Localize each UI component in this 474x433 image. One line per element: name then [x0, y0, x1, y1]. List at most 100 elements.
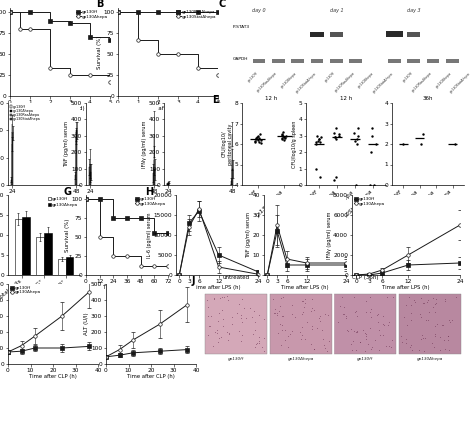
Point — [330, 129, 338, 136]
Point — [354, 132, 362, 139]
Bar — [349, 59, 362, 62]
Point — [278, 136, 286, 142]
Text: gp130StatΔhepa: gp130StatΔhepa — [449, 71, 472, 94]
Point — [452, 294, 459, 301]
Bar — [386, 31, 403, 38]
Point — [289, 327, 296, 334]
Point — [420, 300, 428, 307]
Point — [342, 312, 350, 319]
Legend: gp130ff, gp130Δhepa: gp130ff, gp130Δhepa — [354, 197, 385, 206]
Point — [431, 301, 439, 308]
Point — [207, 313, 215, 320]
Point — [251, 139, 259, 145]
Point — [270, 295, 277, 302]
X-axis label: Time after LPS (h): Time after LPS (h) — [382, 285, 430, 290]
Point — [351, 129, 358, 136]
Point — [339, 311, 347, 318]
Point — [438, 321, 445, 328]
Point — [286, 330, 293, 337]
Point — [382, 343, 389, 349]
Point — [424, 298, 431, 305]
Text: gp130Δhepa: gp130Δhepa — [288, 357, 314, 361]
Point — [233, 310, 240, 317]
Point — [440, 336, 447, 343]
Text: gp130ff: gp130ff — [357, 357, 374, 361]
Point — [352, 346, 359, 353]
Point — [237, 312, 245, 319]
Point — [335, 132, 343, 139]
Point — [402, 340, 410, 347]
Point — [237, 314, 245, 321]
Point — [257, 136, 264, 143]
Point — [307, 340, 315, 347]
Point — [238, 318, 246, 325]
Point — [205, 331, 212, 338]
Point — [432, 299, 439, 306]
Point — [356, 339, 363, 346]
Point — [366, 294, 374, 301]
Point — [298, 332, 306, 339]
Point — [425, 308, 433, 315]
Point — [419, 299, 427, 306]
Point — [237, 337, 245, 344]
Point — [256, 130, 264, 137]
Point — [388, 336, 396, 343]
Point — [379, 331, 387, 338]
Point — [353, 328, 360, 335]
Point — [436, 334, 444, 341]
Point — [351, 137, 358, 144]
Bar — [272, 59, 284, 62]
Point — [214, 339, 222, 346]
Point — [278, 131, 286, 138]
Y-axis label: IFNγ (pg/ml) serum: IFNγ (pg/ml) serum — [143, 120, 147, 168]
X-axis label: Time after LPS (h): Time after LPS (h) — [193, 285, 241, 290]
X-axis label: Time after CLP (h): Time after CLP (h) — [98, 195, 146, 200]
Legend: gp130ff, gp130Δhepa: gp130ff, gp130Δhepa — [48, 197, 78, 207]
Point — [359, 327, 366, 334]
Point — [251, 137, 259, 144]
Point — [204, 313, 212, 320]
Point — [279, 128, 287, 135]
Point — [431, 309, 439, 316]
Point — [248, 313, 255, 320]
Point — [326, 337, 333, 344]
Point — [409, 346, 416, 353]
Point — [331, 134, 339, 141]
Point — [417, 310, 424, 317]
Point — [255, 312, 263, 319]
Point — [219, 323, 227, 330]
Point — [223, 293, 230, 300]
Point — [348, 347, 356, 354]
Point — [273, 310, 281, 317]
Point — [255, 132, 262, 139]
Y-axis label: ALT (U/l): ALT (U/l) — [84, 313, 90, 335]
Point — [320, 342, 328, 349]
Point — [332, 124, 340, 131]
Point — [397, 333, 405, 339]
Point — [253, 133, 261, 140]
Point — [314, 137, 321, 144]
Point — [445, 316, 452, 323]
Point — [343, 315, 350, 322]
Point — [279, 312, 286, 319]
X-axis label: Time after CLP (h): Time after CLP (h) — [176, 195, 224, 200]
Point — [255, 337, 263, 344]
Point — [407, 302, 415, 309]
Point — [420, 348, 428, 355]
Point — [280, 136, 288, 143]
Point — [408, 317, 415, 323]
Point — [313, 325, 321, 332]
Point — [257, 139, 264, 146]
Point — [332, 173, 339, 180]
Point — [300, 298, 307, 305]
Point — [297, 335, 305, 342]
Point — [340, 304, 347, 310]
Point — [352, 181, 360, 188]
Point — [384, 321, 392, 328]
Bar — [311, 59, 323, 62]
Y-axis label: IFNγ (pg/ml) serum: IFNγ (pg/ml) serum — [327, 211, 332, 259]
Legend: gp130ff, gp130Δhepa: gp130ff, gp130Δhepa — [135, 197, 166, 206]
Point — [407, 310, 414, 317]
Text: gp130ff: gp130ff — [247, 71, 259, 83]
Bar — [427, 59, 439, 62]
